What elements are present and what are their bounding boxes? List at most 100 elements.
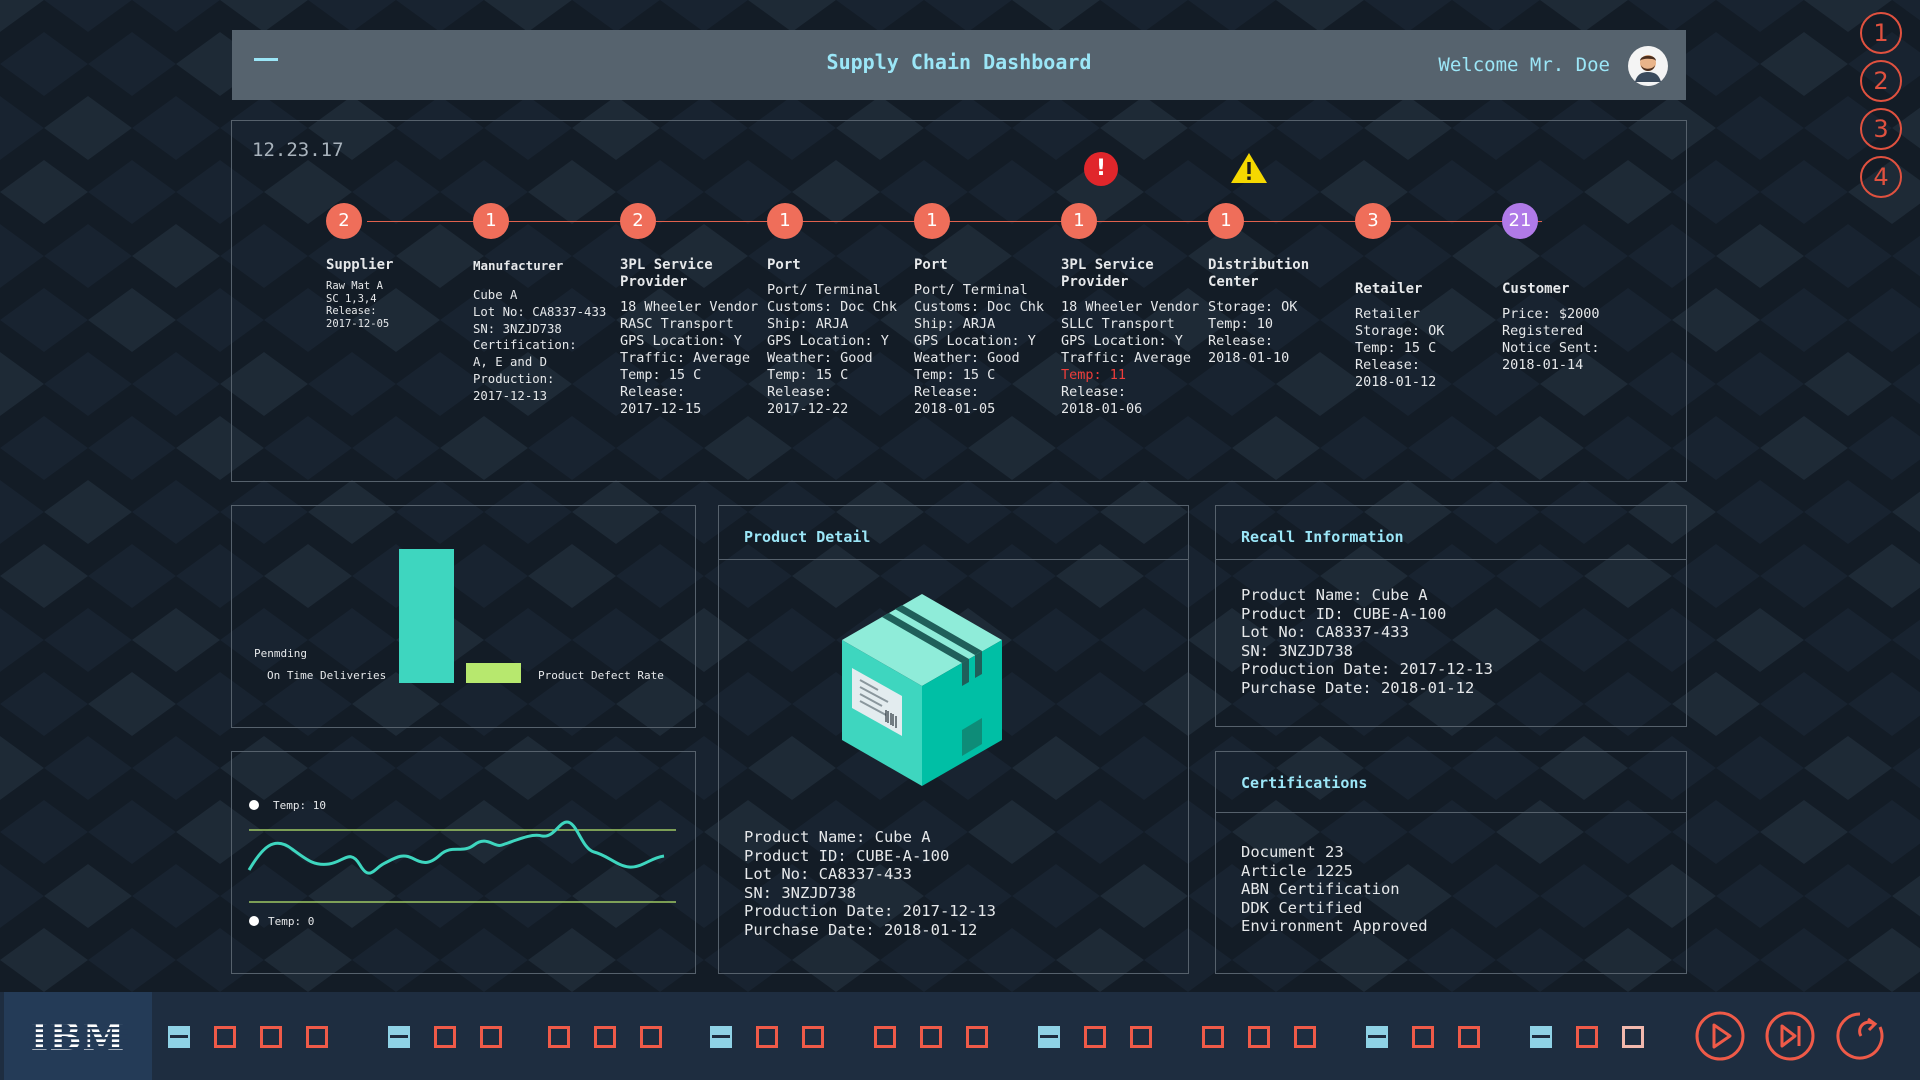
stage-detail-line: Lot No: CA8337-433	[473, 304, 607, 319]
replay-icon[interactable]	[1834, 1010, 1886, 1062]
stage-node-9[interactable]: 21	[1502, 203, 1538, 239]
stage-1: Supplier Raw Mat A SC 1,3,4 Release: 2017-12…	[326, 257, 476, 330]
taskbar-item[interactable]	[214, 1026, 236, 1048]
taskbar-item[interactable]	[434, 1026, 456, 1048]
stage-node-4[interactable]: 1	[767, 203, 803, 239]
stage-detail-line: Release:	[1355, 357, 1421, 373]
recall-production-date: Production Date: 2017-12-13	[1241, 660, 1493, 678]
delivery-chart-panel: Penmding On Time Deliveries Product Defe…	[231, 505, 696, 728]
stage-node-7[interactable]: 1	[1208, 203, 1244, 239]
taskbar-item[interactable]	[1084, 1026, 1106, 1048]
stage-detail-line: Temp: 11	[1061, 367, 1127, 383]
stage-detail-line: SLLC Transport	[1061, 316, 1175, 332]
warning-icon[interactable]	[1230, 152, 1268, 184]
taskbar-item[interactable]	[480, 1026, 502, 1048]
play-icon[interactable]	[1694, 1010, 1746, 1062]
stage-3: 3PL Service Provider 18 Wheeler Vendor RAS…	[620, 257, 770, 418]
taskbar-item[interactable]	[594, 1026, 616, 1048]
stage-detail-line: Price: $2000	[1502, 306, 1600, 322]
stage-title: Port	[767, 257, 801, 273]
temp-high-dot	[249, 800, 259, 810]
product-purchase-date: Purchase Date: 2018-01-12	[744, 920, 978, 939]
step-2-button[interactable]: 2	[1860, 60, 1902, 102]
taskbar-item[interactable]	[1412, 1026, 1434, 1048]
taskbar-item[interactable]	[1202, 1026, 1224, 1048]
taskbar-active-item[interactable]	[1038, 1026, 1060, 1048]
stage-detail-line: SN: 3NZJD738	[473, 321, 562, 336]
taskbar-active-item[interactable]	[1366, 1026, 1388, 1048]
stage-detail-line: 18 Wheeler Vendor	[1061, 299, 1200, 315]
temperature-line	[247, 820, 665, 875]
stage-detail-line: Release:	[767, 384, 833, 400]
taskbar-item[interactable]	[874, 1026, 896, 1048]
stage-detail-line: GPS Location: Y	[914, 333, 1036, 349]
stage-detail-line: Port/ Terminal	[914, 282, 1028, 298]
pending-label: Penmding	[254, 647, 307, 660]
stage-detail-line: Release:	[1061, 384, 1127, 400]
taskbar-item[interactable]	[1458, 1026, 1480, 1048]
avatar[interactable]	[1628, 46, 1668, 86]
recall-product-id: Product ID: CUBE-A-100	[1241, 604, 1447, 623]
ibm-logo: IBM	[28, 1014, 128, 1058]
taskbar-item[interactable]	[1294, 1026, 1316, 1048]
stage-detail-line: 2017-12-22	[767, 401, 849, 417]
taskbar-item[interactable]	[640, 1026, 662, 1048]
product-sn: SN: 3NZJD738	[744, 883, 856, 902]
stage-title: 3PL Service Provider	[1061, 257, 1154, 290]
ibm-logo-tile[interactable]: IBM	[4, 992, 152, 1080]
menu-icon[interactable]	[254, 58, 278, 61]
taskbar-active-item[interactable]	[388, 1026, 410, 1048]
step-1-button[interactable]: 1	[1860, 12, 1902, 54]
stage-detail-line: 2018-01-10	[1208, 350, 1290, 366]
stage-detail-line: Traffic: Average	[620, 350, 751, 366]
stage-9: Customer Price: $2000 Registered Notice Sen…	[1502, 281, 1652, 374]
taskbar-item[interactable]	[802, 1026, 824, 1048]
taskbar-item[interactable]	[966, 1026, 988, 1048]
timeline-line	[367, 221, 1542, 222]
stage-node-3[interactable]: 2	[620, 203, 656, 239]
divider	[1216, 559, 1686, 560]
alert-icon[interactable]: !	[1084, 152, 1118, 186]
taskbar-item[interactable]	[548, 1026, 570, 1048]
stage-7: Distribution Center Storage: OK Temp: 10 Re…	[1208, 257, 1358, 367]
taskbar-active-item[interactable]	[168, 1026, 190, 1048]
step-3-button[interactable]: 3	[1860, 108, 1902, 150]
step-4-button[interactable]: 4	[1860, 156, 1902, 198]
stage-node-6[interactable]: 1	[1061, 203, 1097, 239]
taskbar-item[interactable]	[1248, 1026, 1270, 1048]
certifications-panel: Certifications Document 23 Article 1225 …	[1215, 751, 1687, 974]
taskbar-active-item[interactable]	[1530, 1026, 1552, 1048]
taskbar-item[interactable]	[756, 1026, 778, 1048]
stage-detail-line: GPS Location: Y	[767, 333, 889, 349]
stage-node-8[interactable]: 3	[1355, 203, 1391, 239]
taskbar-item[interactable]	[1622, 1026, 1644, 1048]
taskbar-active-item[interactable]	[710, 1026, 732, 1048]
stage-detail-line: SC 1,3,4	[326, 292, 377, 305]
stage-detail-line: Weather: Good	[914, 350, 1020, 366]
timeline-panel: 12.23.17 2 Supplier Raw Mat A SC 1,3,4 Relea…	[231, 120, 1687, 482]
stage-details: Retailer Storage: OK Temp: 15 C Release: 201…	[1355, 306, 1505, 391]
stage-detail-line: Notice Sent:	[1502, 340, 1600, 356]
stage-node-2[interactable]: 1	[473, 203, 509, 239]
product-defect-rate-bar	[466, 663, 521, 683]
skip-forward-icon[interactable]	[1764, 1010, 1816, 1062]
stage-title: Port	[914, 257, 948, 273]
certification-item: ABN Certification	[1241, 880, 1400, 898]
taskbar-item[interactable]	[306, 1026, 328, 1048]
taskbar-item[interactable]	[920, 1026, 942, 1048]
recall-product-name: Product Name: Cube A	[1241, 586, 1428, 604]
stage-detail-line: 2017-12-15	[620, 401, 702, 417]
certification-item: Document 23	[1241, 843, 1344, 861]
stage-detail-line: Release:	[326, 305, 377, 317]
taskbar-item[interactable]	[260, 1026, 282, 1048]
stage-node-1[interactable]: 2	[326, 203, 362, 239]
recall-sn: SN: 3NZJD738	[1241, 641, 1353, 660]
taskbar-item[interactable]	[1130, 1026, 1152, 1048]
stage-title: Supplier	[326, 257, 394, 273]
stage-detail-line: Temp: 15 C	[1355, 340, 1437, 356]
product-detail-panel: Product Detail Product Name: Cube A Prod…	[718, 505, 1189, 974]
stage-detail-line: GPS Location: Y	[1061, 333, 1183, 349]
stage-node-5[interactable]: 1	[914, 203, 950, 239]
stage-detail-line: 2017-12-13	[473, 388, 548, 403]
taskbar-item[interactable]	[1576, 1026, 1598, 1048]
